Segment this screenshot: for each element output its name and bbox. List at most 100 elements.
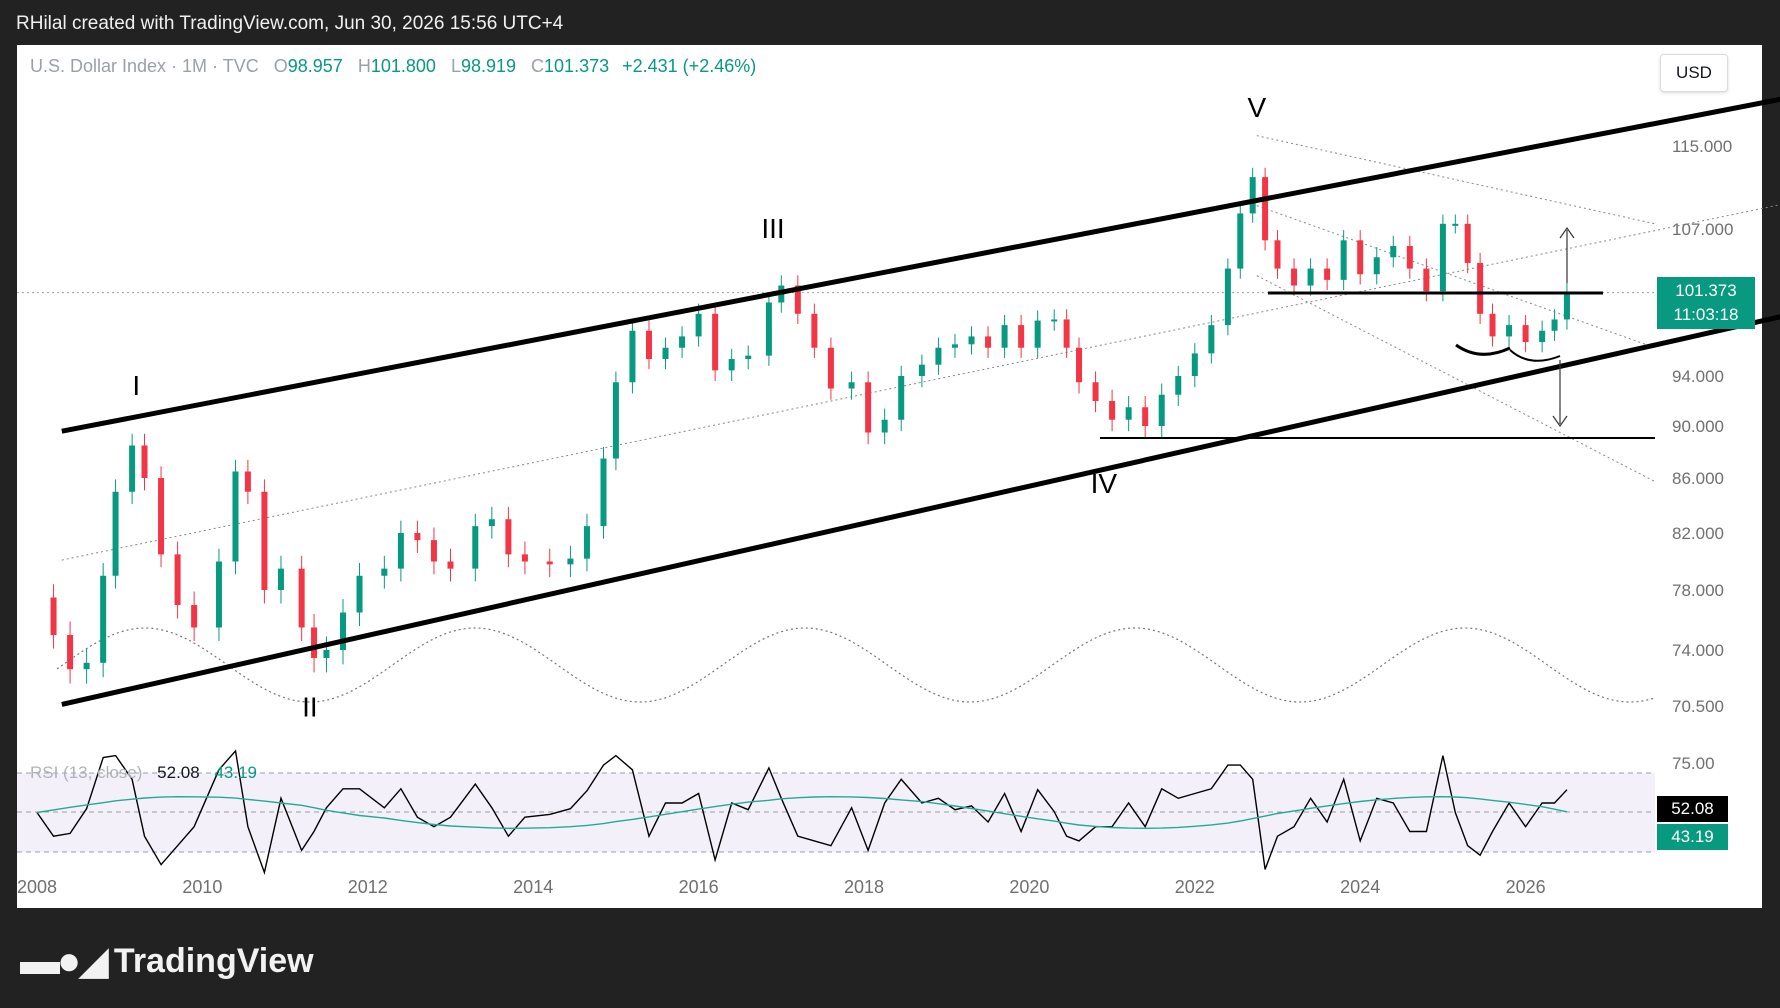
channel-midline: [61, 204, 1780, 561]
candle-body: [112, 491, 119, 576]
close-value: 101.373: [544, 56, 610, 76]
candle-body: [521, 554, 528, 562]
last-price-value: 101.373: [1675, 281, 1737, 300]
symbol-legend: U.S. Dollar Index · 1M · TVC O98.957 H10…: [30, 56, 756, 77]
candle-body: [865, 382, 872, 433]
candle-body: [215, 561, 222, 628]
candle-body: [381, 568, 388, 576]
y-tick-label: 82.000: [1672, 524, 1724, 543]
candle-body: [1249, 177, 1256, 214]
rsi-ma-tag: 43.19: [1657, 824, 1728, 850]
curve-left-shoulder: [1455, 343, 1511, 356]
candle-body: [745, 355, 752, 360]
y-tick-label: 78.000: [1672, 581, 1724, 600]
symbol-name[interactable]: U.S. Dollar Index · 1M · TVC: [30, 56, 259, 76]
candle-body: [1489, 313, 1496, 337]
candle-body: [311, 627, 318, 658]
candle-body: [1018, 325, 1025, 348]
open-label: O: [273, 56, 288, 76]
rsi-legend[interactable]: RSI (13, close) 52.08 43.19: [30, 763, 257, 783]
candle-body: [1464, 223, 1471, 263]
wave-label: II: [302, 692, 318, 723]
candle-body: [158, 478, 165, 555]
x-tick-label: 2026: [1506, 877, 1546, 897]
high-label: H: [357, 56, 371, 76]
candle-body: [129, 445, 136, 492]
candle-body: [712, 313, 719, 371]
rsi-y-tick-label: 75.00: [1672, 754, 1715, 773]
candle-body: [567, 558, 574, 565]
channel-lower-line: [61, 314, 1780, 707]
candle-body: [1324, 268, 1331, 280]
candle-body: [298, 568, 305, 628]
candle-body: [1125, 407, 1132, 420]
candle-body: [811, 313, 818, 348]
low-value: 98.919: [460, 56, 517, 76]
candle-body: [1551, 319, 1558, 331]
rsi-legend-value: 52.08: [157, 763, 200, 782]
candle-body: [1390, 245, 1397, 258]
candle-body: [1001, 325, 1008, 348]
candle-body: [1307, 268, 1314, 286]
wave-label: V: [1247, 92, 1266, 123]
candle-body: [414, 533, 421, 541]
candle-body: [645, 330, 652, 360]
candle-body: [1274, 240, 1281, 269]
candle-body: [951, 344, 958, 348]
candle-body: [612, 382, 619, 459]
y-tick-label: 74.000: [1672, 641, 1724, 660]
x-tick-label: 2012: [348, 877, 388, 897]
rsi-label: RSI (13, close): [30, 763, 143, 782]
bar-countdown: 11:03:18: [1673, 305, 1739, 324]
fan-line-2: [1256, 205, 1656, 349]
candle-body: [1291, 268, 1298, 286]
candle-body: [629, 330, 636, 383]
cycle-sine-line: [56, 627, 1654, 703]
candle-body: [1506, 325, 1513, 337]
x-tick-label: 2008: [17, 877, 57, 897]
open-value: 98.957: [287, 56, 343, 76]
tradingview-logo-icon: ▬●◢: [20, 939, 109, 983]
candle-body: [1340, 240, 1347, 280]
candle-body: [1051, 319, 1058, 322]
candle-body: [505, 519, 512, 555]
rsi-line: [36, 749, 1568, 876]
candle-body: [1092, 382, 1099, 401]
curve-right-shoulder: [1509, 349, 1561, 362]
candle-body: [1406, 245, 1413, 269]
candle-body: [794, 285, 801, 314]
candle-body: [1158, 394, 1165, 426]
candle-body: [261, 491, 268, 590]
wave-label: III: [761, 213, 784, 244]
candle-body: [1208, 325, 1215, 354]
candle-body: [50, 597, 57, 635]
rsi-ma-line: [36, 795, 1568, 830]
candle-body: [1142, 407, 1149, 426]
candle-body: [1522, 325, 1529, 343]
x-tick-label: 2024: [1340, 877, 1380, 897]
candle-body: [356, 575, 363, 613]
x-tick-label: 2022: [1175, 877, 1215, 897]
currency-button[interactable]: USD: [1660, 54, 1728, 92]
rsi-value-tag: 52.08: [1657, 796, 1728, 822]
arrow-up-head: [1559, 226, 1575, 239]
y-tick-label: 107.000: [1672, 220, 1733, 239]
candle-body: [339, 612, 346, 650]
candle-body: [67, 635, 74, 670]
candle-body: [430, 540, 437, 562]
high-value: 101.800: [370, 56, 436, 76]
wave-label: IV: [1091, 468, 1118, 499]
y-tick-label: 90.000: [1672, 417, 1724, 436]
chart-panel: [17, 45, 1762, 908]
candle-body: [488, 519, 495, 527]
candle-body: [232, 471, 239, 562]
candle-body: [935, 347, 942, 365]
candle-body: [765, 302, 772, 356]
candle-body: [898, 376, 905, 420]
change-value: +2.431 (+2.46%): [622, 56, 757, 76]
tradingview-brand[interactable]: ▬●◢ TradingView: [20, 938, 314, 984]
candle-body: [583, 526, 590, 559]
candle-body: [881, 419, 888, 433]
fan-line-3: [1256, 275, 1656, 483]
